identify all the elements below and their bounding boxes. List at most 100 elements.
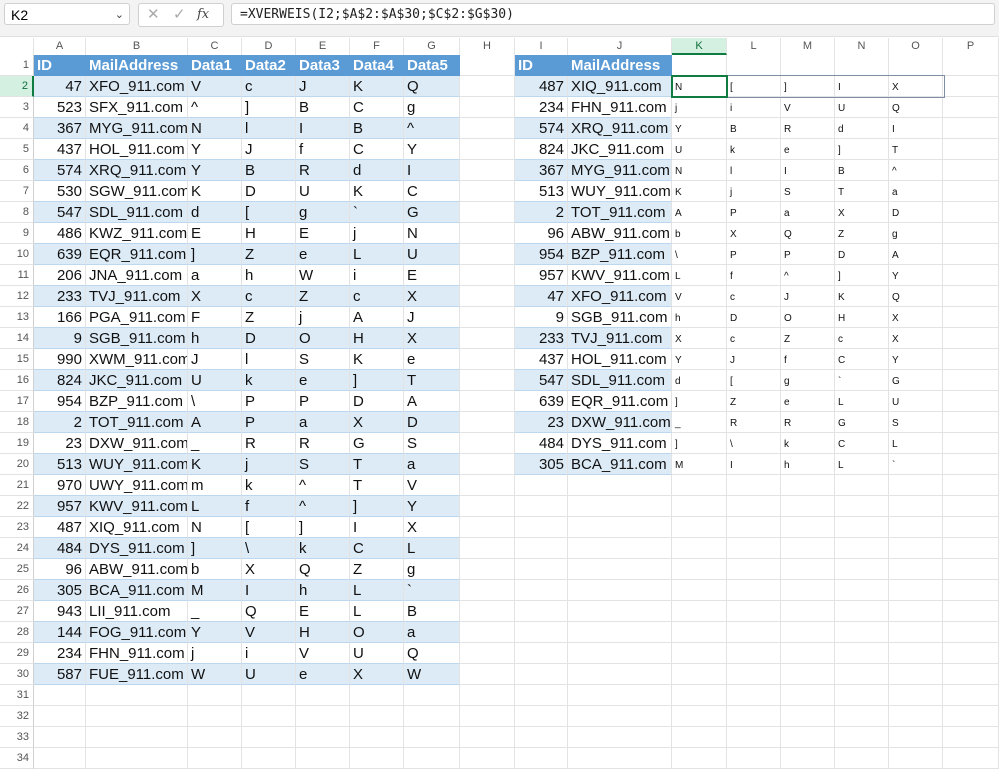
cell[interactable] [727,55,781,76]
table-cell[interactable]: J [296,76,350,97]
lookup-result-cell[interactable]: V [672,286,727,307]
cell[interactable] [460,328,515,349]
table-cell[interactable]: U [188,370,242,391]
lookup-cell[interactable]: FHN_911.com [568,97,672,118]
table-cell[interactable]: L [188,496,242,517]
cell[interactable] [460,370,515,391]
cell[interactable] [242,706,296,727]
cell[interactable] [672,601,727,622]
lookup-cell[interactable]: 484 [515,433,568,454]
cell[interactable] [781,538,835,559]
cell[interactable] [835,55,889,76]
lookup-result-cell[interactable]: ] [672,433,727,454]
row-header-6[interactable]: 6 [0,160,34,181]
table-cell[interactable]: DXW_911.com [86,433,188,454]
table-cell[interactable]: B [242,160,296,181]
table-cell[interactable]: M [188,580,242,601]
table-cell[interactable]: Q [242,601,296,622]
lookup-result-cell[interactable]: j [672,97,727,118]
table-cell[interactable]: ABW_911.com [86,559,188,580]
lookup-cell[interactable]: 639 [515,391,568,412]
cell[interactable] [515,496,568,517]
cell[interactable] [835,706,889,727]
cell[interactable] [889,580,943,601]
lookup-result-cell[interactable]: \ [727,433,781,454]
lookup-result-cell[interactable]: ` [889,454,943,475]
table-header-cell[interactable]: Data2 [242,55,296,76]
cell[interactable] [568,664,672,685]
lookup-result-cell[interactable]: Z [781,328,835,349]
table-cell[interactable]: BZP_911.com [86,391,188,412]
cell[interactable] [188,685,242,706]
table-cell[interactable]: Q [404,643,460,664]
lookup-result-cell[interactable]: d [672,370,727,391]
cell[interactable] [943,181,999,202]
lookup-result-cell[interactable]: A [889,244,943,265]
table-cell[interactable]: Z [296,286,350,307]
lookup-result-cell[interactable]: I [781,160,835,181]
column-header-A[interactable]: A [34,38,86,55]
lookup-cell[interactable]: 23 [515,412,568,433]
cell[interactable] [835,496,889,517]
table-cell[interactable]: T [350,454,404,475]
cell[interactable] [460,55,515,76]
table-cell[interactable]: D [350,391,404,412]
cell[interactable] [943,685,999,706]
cell[interactable] [460,643,515,664]
cell[interactable] [350,748,404,769]
cell[interactable] [568,643,672,664]
lookup-result-cell[interactable]: c [727,328,781,349]
cell[interactable] [781,643,835,664]
lookup-result-cell[interactable]: b [672,223,727,244]
table-cell[interactable]: Q [404,76,460,97]
cell[interactable] [943,706,999,727]
row-header-29[interactable]: 29 [0,643,34,664]
cell[interactable] [672,748,727,769]
cell[interactable] [515,517,568,538]
cell[interactable] [943,559,999,580]
lookup-result-cell[interactable]: k [781,433,835,454]
lookup-cell[interactable]: 437 [515,349,568,370]
cell[interactable] [889,601,943,622]
table-cell[interactable]: j [188,643,242,664]
table-cell[interactable]: P [296,391,350,412]
lookup-result-cell[interactable]: i [727,97,781,118]
lookup-result-cell[interactable]: L [835,391,889,412]
cell[interactable] [460,97,515,118]
cell[interactable] [727,475,781,496]
table-cell[interactable]: V [296,643,350,664]
row-header-28[interactable]: 28 [0,622,34,643]
lookup-result-cell[interactable]: A [672,202,727,223]
lookup-result-cell[interactable]: c [835,328,889,349]
table-cell[interactable]: A [350,307,404,328]
cell[interactable] [86,706,188,727]
lookup-result-cell[interactable]: a [781,202,835,223]
table-cell[interactable]: FUE_911.com [86,664,188,685]
table-cell[interactable]: O [350,622,404,643]
table-cell[interactable]: ` [404,580,460,601]
cell[interactable] [943,412,999,433]
chevron-down-icon[interactable]: ⌄ [114,9,124,21]
cell[interactable] [460,412,515,433]
lookup-result-cell[interactable]: L [672,265,727,286]
cell[interactable] [460,118,515,139]
cell[interactable] [943,118,999,139]
cell[interactable] [34,727,86,748]
table-cell[interactable]: j [350,223,404,244]
table-cell[interactable]: T [404,370,460,391]
cell[interactable] [568,517,672,538]
table-cell[interactable]: ] [242,97,296,118]
table-cell[interactable]: N [404,223,460,244]
table-cell[interactable]: 96 [34,559,86,580]
table-cell[interactable]: 574 [34,160,86,181]
table-cell[interactable]: Z [242,244,296,265]
table-cell[interactable]: 957 [34,496,86,517]
table-cell[interactable]: B [404,601,460,622]
cell[interactable] [568,622,672,643]
table-cell[interactable]: ] [188,538,242,559]
table-cell[interactable]: B [350,118,404,139]
table-cell[interactable]: H [296,622,350,643]
table-cell[interactable]: d [188,202,242,223]
table-cell[interactable]: \ [242,538,296,559]
column-header-E[interactable]: E [296,38,350,55]
